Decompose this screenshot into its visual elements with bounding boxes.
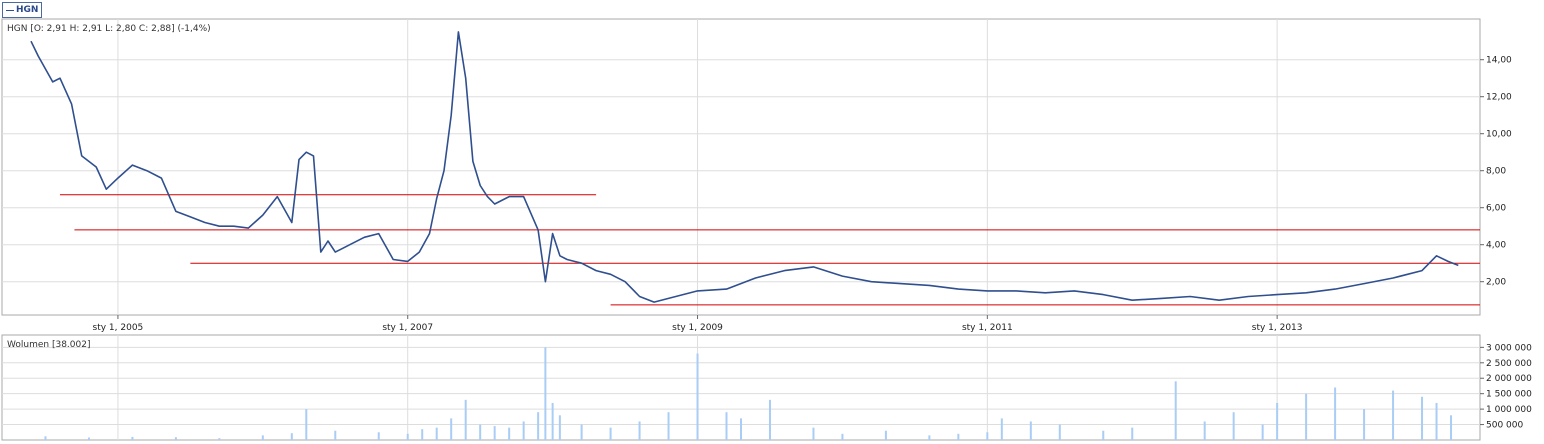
volume-bar (1131, 427, 1134, 440)
legend-label: HGN (16, 5, 39, 15)
volume-bar (768, 399, 771, 440)
volume-bar (1392, 390, 1395, 440)
volume-bar (725, 412, 728, 440)
volume-bar (841, 433, 844, 440)
volume-y-tick-label: 500 000 (1486, 421, 1523, 431)
volume-bar (537, 412, 540, 440)
volume-bar (87, 437, 90, 440)
volume-y-axis: 500 000 1 000 000 1 500 000 2 000 000 2 500 … (1480, 343, 1532, 431)
volume-bar (435, 427, 438, 440)
volume-bar (1058, 424, 1061, 440)
volume-bar (884, 430, 887, 440)
price-x-tick-label: sty 1, 2011 (962, 323, 1013, 333)
price-y-tick-label: 12,00 (1486, 93, 1512, 103)
volume-bar (1102, 430, 1105, 440)
volume-bar (986, 432, 989, 440)
volume-bar (1305, 393, 1308, 440)
volume-bar (1261, 424, 1264, 440)
volume-bar (334, 430, 337, 440)
volume-bars (44, 347, 1453, 440)
volume-bar (464, 399, 467, 440)
volume-bar (1421, 396, 1424, 440)
price-y-tick-label: 2,00 (1486, 278, 1506, 288)
volume-bar (580, 424, 583, 440)
volume-bar (609, 427, 612, 440)
volume-bar (290, 433, 293, 440)
volume-bar (421, 429, 424, 440)
volume-bar (261, 435, 264, 440)
legend-line-swatch (6, 9, 14, 11)
price-x-tick-label: sty 1, 2009 (672, 323, 723, 333)
price-y-axis: 2,00 4,00 6,00 8,00 10,00 12,00 14,00 (1480, 56, 1512, 288)
volume-bar (544, 347, 547, 440)
volume-bar (305, 409, 308, 440)
volume-bar (479, 424, 482, 440)
volume-bar (696, 353, 699, 440)
volume-bar (1232, 412, 1235, 440)
volume-bar (1276, 402, 1279, 440)
volume-bar (131, 436, 134, 440)
price-y-tick-label: 10,00 (1486, 130, 1512, 140)
volume-bar (558, 415, 561, 440)
volume-y-tick-label: 1 500 000 (1486, 390, 1532, 400)
volume-bar (1435, 402, 1438, 440)
volume-header: Wolumen [38.002] (7, 340, 90, 350)
price-series-line (30, 31, 1459, 303)
volume-bar (174, 437, 177, 440)
legend-hgn[interactable]: HGN (2, 2, 43, 18)
volume-bar (740, 418, 742, 440)
volume-bar (508, 427, 511, 440)
price-x-tick-label: sty 1, 2013 (1252, 323, 1303, 333)
volume-y-tick-label: 2 500 000 (1486, 359, 1532, 369)
volume-bar (957, 433, 960, 440)
volume-y-tick-label: 1 000 000 (1486, 405, 1532, 415)
volume-bar (928, 435, 931, 440)
volume-bar (551, 402, 554, 440)
volume-bar (1000, 418, 1003, 440)
price-x-axis: sty 1, 2005 sty 1, 2007 sty 1, 2009 sty 1, … (93, 315, 1303, 333)
price-grid (2, 19, 1480, 315)
support-resistance-lines (59, 194, 1480, 306)
volume-bar (493, 426, 496, 440)
volume-y-tick-label: 2 000 000 (1486, 374, 1532, 384)
price-panel-frame (1, 18, 1481, 316)
volume-bar (812, 427, 815, 440)
price-y-tick-label: 8,00 (1486, 167, 1506, 177)
price-y-tick-label: 4,00 (1486, 241, 1506, 251)
volume-bar (44, 436, 47, 440)
volume-bar (638, 421, 641, 440)
price-y-tick-label: 14,00 (1486, 56, 1512, 66)
volume-bar (377, 432, 380, 440)
volume-bar (522, 421, 525, 440)
volume-y-tick-label: 3 000 000 (1486, 343, 1532, 353)
volume-bar (218, 438, 221, 440)
volume-bar (406, 433, 409, 440)
price-y-tick-label: 6,00 (1486, 204, 1506, 214)
price-x-tick-label: sty 1, 2005 (93, 323, 144, 333)
volume-bar (450, 418, 453, 440)
volume-bar (667, 412, 670, 440)
volume-bar (1203, 421, 1206, 440)
volume-bar (1334, 387, 1337, 440)
volume-bar (1450, 415, 1453, 440)
volume-bar (1174, 381, 1177, 440)
volume-bar (1029, 421, 1032, 440)
price-header: HGN [O: 2,91 H: 2,91 L: 2,80 C: 2,88] (-… (7, 24, 211, 34)
price-x-tick-label: sty 1, 2007 (382, 323, 433, 333)
volume-bar (1363, 409, 1366, 440)
